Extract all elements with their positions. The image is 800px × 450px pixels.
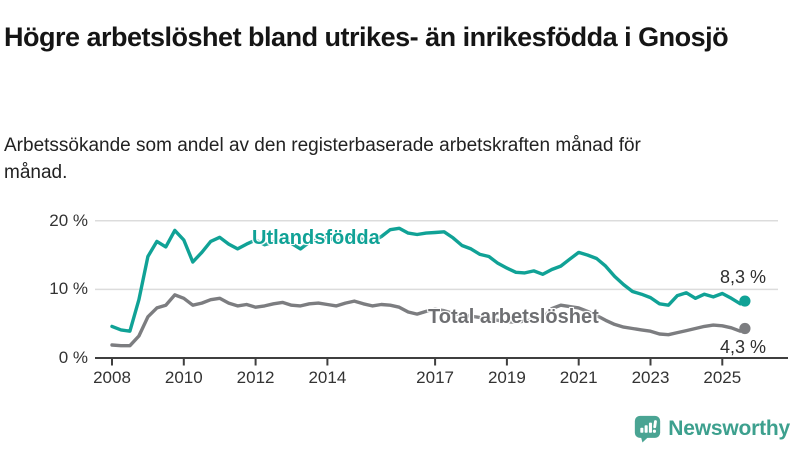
y-axis-label-0: 0 %: [58, 348, 88, 367]
chart-subtitle: Arbetssökande som andel av den registerb…: [4, 135, 641, 183]
x-axis-label-2019: 2019: [487, 368, 526, 387]
series-line-total-arbetsl-shet: [110, 293, 747, 348]
x-axis-label-2025: 2025: [703, 368, 742, 387]
series-label-utlandsfodda: Utlandsfödda: [252, 227, 380, 249]
end-value-label-total: 4,3 %: [719, 337, 766, 357]
newsworthy-logo-text: Newsworthy: [668, 417, 790, 440]
series-end-dot: [739, 322, 751, 335]
end-value-label-utlandsfodda: 8,3 %: [719, 267, 766, 287]
newsworthy-icon: [635, 415, 661, 443]
x-axis-label-2023: 2023: [631, 368, 670, 387]
y-axis-label-10: 10 %: [49, 279, 88, 299]
x-axis-label-2017: 2017: [416, 368, 454, 387]
y-axis-label-20: 20 %: [49, 210, 88, 230]
newsworthy-logo: Newsworthy: [634, 415, 790, 443]
series-end-dot: [739, 295, 751, 307]
x-axis-label-2010: 2010: [164, 368, 203, 387]
x-axis-label-2014: 2014: [308, 368, 347, 387]
series-label-total-arbetsloshet: Total arbetslöshet: [428, 306, 599, 328]
page-title: Högre arbetslöshet bland utrikes- än inr…: [4, 22, 729, 53]
x-axis-label-2012: 2012: [236, 368, 275, 387]
series-line-utlandsf-dda: [110, 226, 747, 333]
x-axis-label-2021: 2021: [559, 368, 598, 387]
x-axis-label-2008: 2008: [93, 368, 131, 387]
